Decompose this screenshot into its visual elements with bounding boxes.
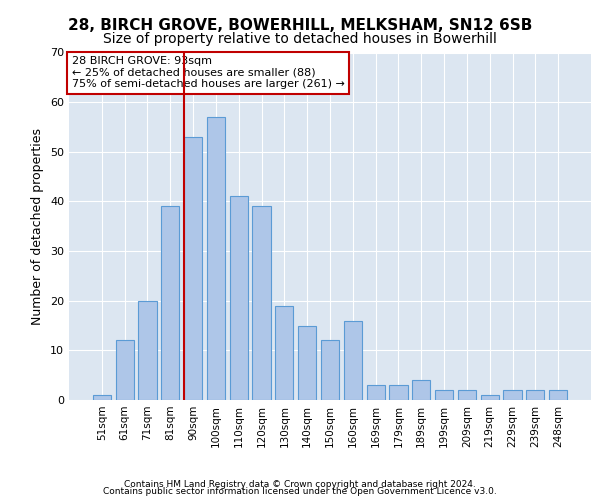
Bar: [207, 117, 225, 400]
Bar: [481, 395, 499, 400]
Bar: [93, 395, 111, 400]
Bar: [344, 320, 362, 400]
Bar: [526, 390, 544, 400]
Y-axis label: Number of detached properties: Number of detached properties: [31, 128, 44, 325]
Bar: [275, 306, 293, 400]
Text: Contains public sector information licensed under the Open Government Licence v3: Contains public sector information licen…: [103, 487, 497, 496]
Bar: [435, 390, 453, 400]
Bar: [184, 137, 202, 400]
Bar: [412, 380, 430, 400]
Text: Size of property relative to detached houses in Bowerhill: Size of property relative to detached ho…: [103, 32, 497, 46]
Bar: [549, 390, 567, 400]
Bar: [298, 326, 316, 400]
Bar: [139, 300, 157, 400]
Bar: [321, 340, 339, 400]
Text: 28 BIRCH GROVE: 93sqm
← 25% of detached houses are smaller (88)
75% of semi-deta: 28 BIRCH GROVE: 93sqm ← 25% of detached …: [71, 56, 344, 89]
Bar: [503, 390, 521, 400]
Text: 28, BIRCH GROVE, BOWERHILL, MELKSHAM, SN12 6SB: 28, BIRCH GROVE, BOWERHILL, MELKSHAM, SN…: [68, 18, 532, 32]
Bar: [367, 385, 385, 400]
Bar: [253, 206, 271, 400]
Bar: [389, 385, 407, 400]
Bar: [161, 206, 179, 400]
Bar: [116, 340, 134, 400]
Bar: [458, 390, 476, 400]
Text: Contains HM Land Registry data © Crown copyright and database right 2024.: Contains HM Land Registry data © Crown c…: [124, 480, 476, 489]
Bar: [230, 196, 248, 400]
